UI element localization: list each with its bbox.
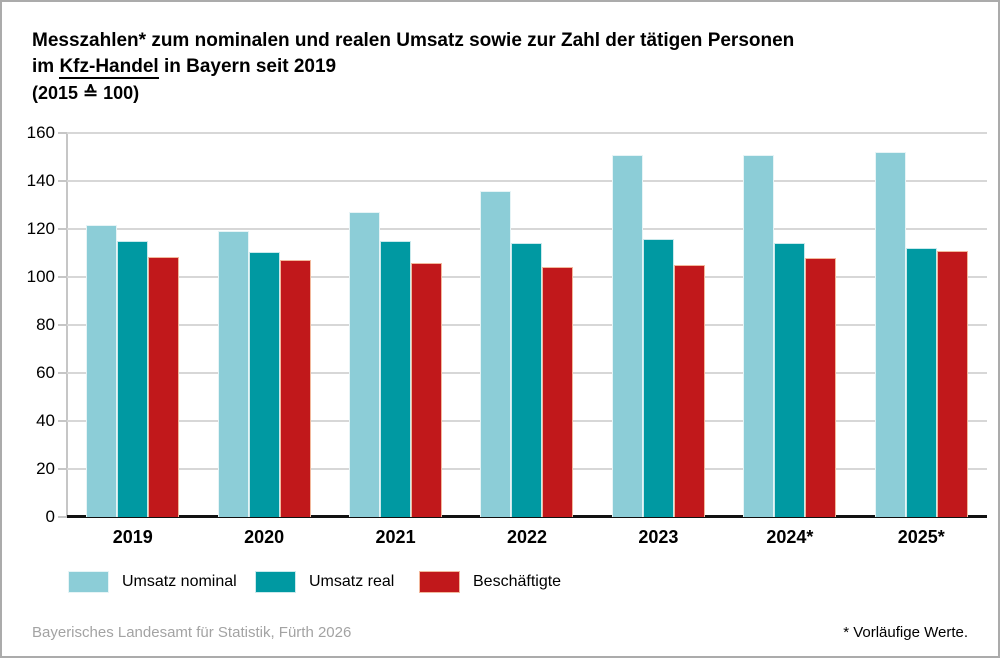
bar-besch-ftigte-2022 bbox=[542, 267, 574, 517]
y-tick-label-60: 60 bbox=[36, 363, 55, 382]
x-label-2020: 2020 bbox=[244, 527, 285, 547]
y-tick-140 bbox=[58, 180, 67, 182]
y-tick-80 bbox=[58, 324, 67, 326]
y-tick-label-20: 20 bbox=[36, 459, 55, 478]
y-tick-0 bbox=[58, 516, 67, 518]
legend-item-umsatz-real: Umsatz real bbox=[255, 571, 394, 593]
bar-besch-ftigte-2025 bbox=[936, 250, 968, 517]
title-line-1: Messzahlen* zum nominalen und realen Ums… bbox=[32, 30, 795, 51]
x-label-2025: 2025* bbox=[897, 527, 945, 547]
bar-umsatz-real-2019 bbox=[117, 241, 149, 517]
plot-area: 0 20 40 60 80 100 120 140 160 2019 2020 2021 2022 202… bbox=[27, 123, 987, 547]
x-label-2023: 2023 bbox=[638, 527, 679, 547]
y-tick-label-120: 120 bbox=[26, 219, 55, 238]
bar-umsatz-real-2020 bbox=[248, 251, 280, 517]
y-tick-100 bbox=[58, 276, 67, 278]
bar-umsatz-nominal-2019 bbox=[86, 225, 118, 517]
y-tick-label-100: 100 bbox=[26, 267, 55, 286]
bar-umsatz-nominal-2022 bbox=[480, 190, 512, 517]
bar-umsatz-nominal-2024 bbox=[743, 154, 775, 517]
bar-umsatz-nominal-2023 bbox=[611, 154, 643, 517]
source-text: Bayerisches Landesamt für Statistik, Für… bbox=[32, 624, 352, 641]
bar-group-2019 bbox=[67, 133, 198, 517]
bar-besch-ftigte-2023 bbox=[673, 265, 705, 517]
y-tick-60 bbox=[58, 372, 67, 374]
x-label-2021: 2021 bbox=[375, 527, 416, 547]
gridline-140 bbox=[67, 180, 987, 182]
bar-umsatz-nominal-2025 bbox=[874, 152, 906, 517]
x-label-2019: 2019 bbox=[112, 527, 153, 547]
legend-swatch-umsatz-nominal bbox=[68, 571, 109, 593]
y-tick-label-160: 160 bbox=[26, 123, 55, 142]
bar-group-2022 bbox=[461, 133, 592, 517]
legend-label: Umsatz nominal bbox=[122, 573, 237, 590]
y-tick-40 bbox=[58, 420, 67, 422]
bar-group-2020 bbox=[198, 133, 329, 517]
title-line-2: im Kfz-Handel in Bayern seit 2019 bbox=[32, 56, 337, 79]
y-tick-label-0: 0 bbox=[45, 507, 55, 526]
bar-group-2021 bbox=[330, 133, 461, 517]
bar-group-2024* bbox=[724, 133, 855, 517]
bar-besch-ftigte-2019 bbox=[148, 256, 180, 517]
legend-label: Umsatz real bbox=[309, 573, 395, 590]
bar-umsatz-real-2022 bbox=[511, 243, 543, 517]
legend-swatch-besch-ftigte bbox=[419, 571, 460, 593]
bar-umsatz-real-2021 bbox=[380, 241, 412, 517]
y-tick-label-80: 80 bbox=[36, 315, 55, 334]
bar-umsatz-nominal-2021 bbox=[349, 212, 381, 517]
bar-umsatz-real-2024 bbox=[774, 243, 806, 517]
legend-label: Beschäftigte bbox=[473, 573, 562, 590]
bar-besch-ftigte-2020 bbox=[279, 260, 311, 517]
legend-item-besch-ftigte: Beschäftigte bbox=[419, 571, 561, 593]
y-tick-120 bbox=[58, 228, 67, 230]
x-label-2024: 2024* bbox=[766, 527, 814, 547]
gridline-160 bbox=[67, 132, 987, 134]
bar-umsatz-nominal-2020 bbox=[217, 231, 249, 517]
bar-umsatz-real-2023 bbox=[642, 238, 674, 517]
bar-group-2025* bbox=[856, 133, 987, 517]
bar-besch-ftigte-2024 bbox=[805, 257, 837, 517]
provisional-values-note: * Vorläufige Werte. bbox=[843, 624, 968, 641]
bar-umsatz-real-2025 bbox=[905, 248, 937, 517]
gridline-120 bbox=[67, 228, 987, 230]
chart-title: Messzahlen* zum nominalen und realen Ums… bbox=[32, 28, 794, 106]
legend-item-umsatz-nominal: Umsatz nominal bbox=[68, 571, 237, 593]
y-tick-160 bbox=[58, 132, 67, 134]
x-label-2022: 2022 bbox=[506, 527, 548, 547]
title-line-3: (2015 ≙ 100) bbox=[32, 83, 140, 103]
title-underlined-term: Kfz-Handel bbox=[59, 56, 159, 79]
legend: Umsatz nominal Umsatz real Beschäftigte bbox=[2, 571, 998, 597]
y-tick-20 bbox=[58, 468, 67, 470]
bar-group-2023 bbox=[593, 133, 724, 517]
y-tick-label-140: 140 bbox=[26, 171, 55, 190]
legend-swatch-umsatz-real bbox=[255, 571, 296, 593]
y-tick-label-40: 40 bbox=[36, 411, 55, 430]
bar-besch-ftigte-2021 bbox=[411, 262, 443, 517]
